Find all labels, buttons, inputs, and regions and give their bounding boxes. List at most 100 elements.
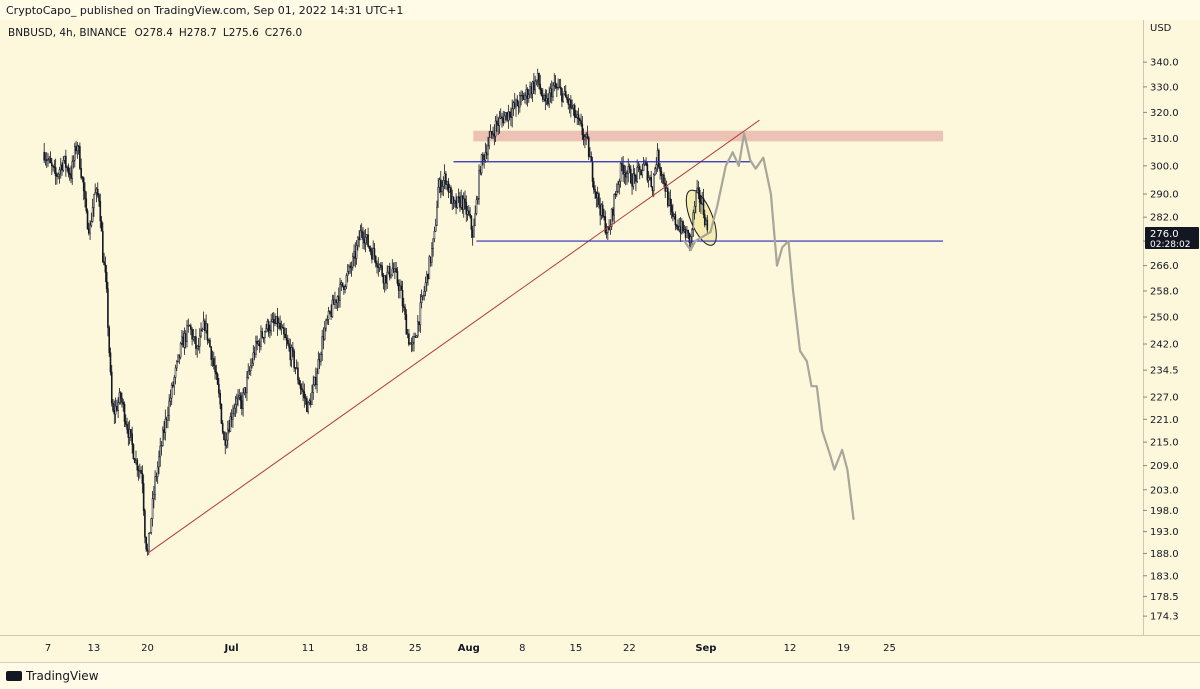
candle-body [422,295,424,297]
publish-line: CryptoCapo_ published on TradingView.com… [6,4,404,17]
candle-body [158,456,160,468]
candle-body [109,352,112,373]
candle-body [209,339,211,348]
candle-body [441,186,443,193]
candle-body [552,84,554,98]
candle-body [137,469,140,472]
candle-body [490,131,493,135]
candle-body [415,335,418,338]
candle-body [167,415,169,421]
time-tick-label: 7 [45,643,51,654]
candle-body [227,429,229,441]
price-tick-label: 183.0 [1150,571,1179,582]
time-tick-label: 18 [355,643,368,654]
candle-body [293,350,295,368]
ohlc-high: H278.7 [179,27,217,39]
projected-path [683,132,855,520]
candle-body [614,193,617,196]
candle-body [519,95,521,108]
candle-body [445,173,447,185]
candle-body [508,111,511,117]
candle-body [692,212,695,230]
price-tick-label: 209.0 [1150,461,1179,472]
candle-body [599,204,601,216]
candle-body [323,327,326,340]
candle-body [68,172,71,175]
candle-body [251,362,253,367]
candle-body [464,198,466,203]
candle-body [424,282,427,292]
candle-body [123,404,126,422]
candle-body [214,365,216,373]
candle-body [72,159,75,162]
price-axis-unit: USD [1150,23,1172,34]
candle-body [390,274,392,278]
candle-body [540,89,543,96]
candle-body [99,200,102,222]
candle-body [105,272,108,289]
candle-body [369,248,372,252]
price-tick-label: 310.0 [1150,134,1179,145]
candle-body [642,163,645,171]
candle-body [575,116,577,119]
candle-body [221,423,224,433]
candle-body [146,548,149,552]
candle-body [88,228,90,234]
candle-body [147,533,150,552]
price-tick-label: 198.0 [1150,506,1179,517]
candle-body [119,392,122,399]
candle-body [433,230,436,240]
candle-body [411,342,414,345]
candle-body [654,168,656,175]
candle-body [257,341,260,345]
candle-body [548,92,550,105]
candle-body [623,172,626,175]
candle-body [414,336,417,338]
candle-body [357,237,359,246]
candle-body [102,230,104,262]
candle-body [629,168,632,184]
candle-body [363,239,366,244]
candle-body [344,286,346,290]
candle-body [173,377,176,387]
candle-body [529,86,531,95]
candle-body [258,341,261,347]
candle-body [329,310,331,313]
footer-bar: TradingView [0,662,1200,689]
candle-body [311,392,313,405]
candle-body [672,211,674,217]
candle-body [413,336,415,343]
candle-body [315,377,317,385]
time-tick-label: 13 [88,643,101,654]
candle-body [431,248,433,263]
time-tick-label: 15 [569,643,582,654]
candle-body [670,205,673,213]
candle-body [651,186,654,192]
candle-body [330,312,332,317]
candle-body [220,403,223,424]
time-axis: 7 13 20 Jul 11 18 25 Aug 8 15 22 Sep 12 19 25 [45,643,896,654]
candle-body [439,179,442,193]
candle-body [281,327,284,329]
highlight-ellipse [685,189,717,246]
price-chart[interactable]: USD 340.0 330.0 320.0 310.0 300.0 290.0 282.0 27… [0,20,1200,662]
candle-body [230,416,233,420]
symbol-legend: BNBUSD, 4h, BINANCE O278.4 H278.7 L275.6 C27… [8,27,302,39]
candle-body [697,187,700,191]
candle-body [284,333,286,338]
candle-body [197,345,200,348]
candle-body [184,333,187,342]
candle-body [86,210,89,230]
candle-body [417,321,419,337]
current-price-badge [1145,227,1199,250]
candle-body [570,99,572,109]
candle-body [530,86,533,94]
tradingview-logo[interactable]: TradingView [6,669,99,683]
candle-body [377,266,380,268]
candle-body [192,336,195,340]
candle-body [471,229,474,238]
candle-body [57,173,60,177]
candle-body [401,290,404,307]
candle-body [455,200,457,208]
candle-body [289,347,292,361]
